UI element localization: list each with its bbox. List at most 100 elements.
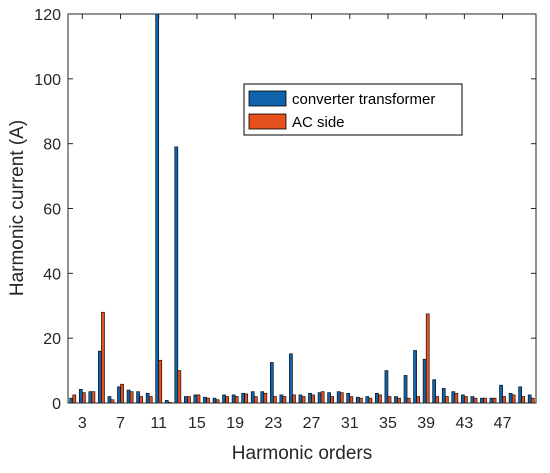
bar-converter-transformer-h2 [69,397,74,404]
bar-ac-side-h10 [148,396,153,404]
bar-ac-side-h11 [158,359,163,404]
bar-converter-transformer-h5 [98,350,102,404]
bar-ac-side-h20 [244,393,249,404]
bar-ac-side-h33 [368,397,373,404]
legend: converter transformer AC side [243,83,463,136]
bar-ac-side-h24 [282,396,287,404]
bar-converter-transformer-h34 [375,392,379,404]
bar-converter-transformer-h18 [222,394,226,404]
bar-ac-side-h16 [206,397,210,404]
x-tick-label: 15 [188,415,206,432]
x-tick-label: 3 [78,415,87,432]
bar-converter-transformer-h28 [317,392,322,404]
bar-converter-transformer-h38 [413,350,417,404]
bar-ac-side-h46 [492,397,497,404]
bar-converter-transformer-h32 [355,396,360,404]
bar-ac-side-h28 [320,391,325,404]
axes-layer: 0 20 40 60 80 100 120 3 7 11 15 19 23 27 31 35 39 43 47 [34,7,537,432]
legend-swatch-converter-transformer [248,90,287,107]
bar-converter-transformer-h30 [336,391,341,404]
bar-converter-transformer-h10 [145,392,150,404]
x-tick-label: 27 [303,415,321,432]
bar-converter-transformer-h9 [136,391,140,404]
bar-converter-transformer-h39 [422,358,427,404]
bar-converter-transformer-h6 [107,396,112,404]
x-tick-label: 35 [379,415,397,432]
y-tick-label: 0 [52,396,61,413]
legend-swatch-ac-side [248,113,287,130]
x-axis-title: Harmonic orders [232,443,372,464]
bar-ac-side-h38 [416,396,420,404]
x-tick-label: 39 [417,415,435,432]
bar-ac-side-h13 [177,370,182,404]
bar-converter-transformer-h14 [184,396,188,404]
y-tick-label: 40 [43,266,61,283]
bar-converter-transformer-h50 [527,394,532,404]
y-tick-label: 100 [34,72,61,89]
x-tick-label: 23 [264,415,282,432]
x-tick-label: 43 [455,415,473,432]
bar-ac-side-h48 [511,394,516,404]
bar-ac-side-h22 [263,392,268,404]
bar-converter-transformer-h26 [298,394,303,404]
y-tick-label: 120 [34,7,61,24]
bar-converter-transformer-h48 [508,392,513,404]
bar-converter-transformer-h11 [155,13,160,404]
bar-ac-side-h29 [330,396,335,404]
x-tick-label: 11 [150,415,167,432]
bar-converter-transformer-h45 [480,397,484,404]
bar-converter-transformer-h46 [489,397,494,404]
bar-converter-transformer-h41 [441,388,446,404]
bar-ac-side-h14 [187,396,191,404]
bar-converter-transformer-h33 [365,396,370,404]
bar-converter-transformer-h8 [126,389,131,404]
bar-ac-side-h34 [378,394,382,404]
y-axis-title: Harmonic current (A) [7,120,28,296]
plot-area [68,14,536,403]
bar-ac-side-h18 [225,396,229,404]
x-tick-label: 47 [494,415,512,432]
bar-ac-side-h32 [359,397,363,404]
bar-ac-side-h30 [339,392,344,404]
y-tick-label: 20 [43,331,61,348]
bar-converter-transformer-h40 [432,379,437,404]
bar-ac-side-h42 [454,392,459,404]
bar-converter-transformer-h24 [279,394,284,404]
bar-converter-transformer-h44 [470,396,475,404]
y-tick-label: 60 [43,202,61,219]
bar-ac-side-h2 [72,394,77,404]
bar-converter-transformer-h21 [250,391,255,404]
bar-ac-side-h25 [292,394,296,404]
x-tick-label: 31 [341,415,359,432]
y-tick-label: 80 [43,137,61,154]
bar-ac-side-h39 [425,313,430,404]
bar-converter-transformer-h23 [269,362,274,404]
bar-converter-transformer-h16 [203,396,207,404]
bar-ac-side-h45 [483,397,487,404]
bar-ac-side-h36 [397,397,401,404]
bar-ac-side-h50 [530,397,535,404]
x-tick-label: 19 [226,415,244,432]
bar-converter-transformer-h4 [88,391,93,404]
bar-ac-side-h49 [521,396,526,404]
legend-label-converter-transformer: converter transformer [292,91,435,108]
bar-ac-side-h5 [101,311,105,404]
legend-label-ac-side: AC side [292,114,345,131]
bar-ac-side-h37 [406,397,411,404]
bar-ac-side-h4 [91,391,96,404]
bar-ac-side-h41 [444,396,449,404]
bar-ac-side-h26 [301,396,306,404]
bar-converter-transformer-h20 [241,392,245,404]
bar-converter-transformer-h37 [403,375,408,404]
bar-ac-side-h44 [473,397,478,404]
bar-converter-transformer-h13 [174,146,179,404]
bar-ac-side-h9 [139,396,143,404]
bars-layer [69,13,535,404]
x-tick-label: 7 [116,415,125,432]
bar-converter-transformer-h17 [212,397,217,404]
bar-ac-side-h8 [129,391,134,404]
bar-converter-transformer-h36 [394,396,398,404]
bar-converter-transformer-h29 [327,392,331,404]
bar-ac-side-h40 [435,396,440,404]
